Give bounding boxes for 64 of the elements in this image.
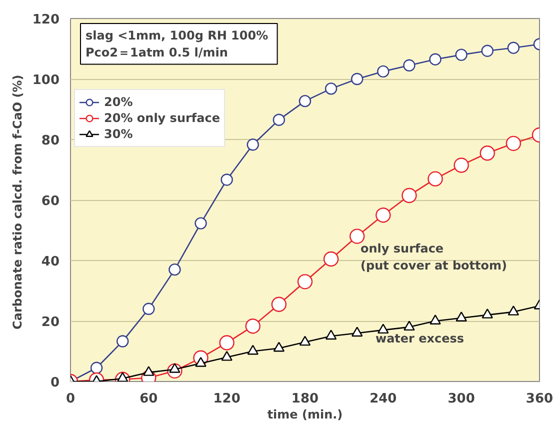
y-tick-label: 60 [41, 194, 60, 209]
annotation: slag <1mm, 100g RH 100% Pco2＝1atm 0.5 l/min [86, 28, 268, 60]
point [324, 82, 338, 95]
point [298, 94, 312, 108]
point [350, 228, 365, 244]
point [507, 42, 520, 54]
point [376, 208, 391, 223]
x-tick-label: 0 [66, 392, 76, 406]
point [194, 217, 207, 230]
point [245, 318, 260, 334]
point [506, 136, 522, 152]
legend-label: 20% [104, 94, 133, 110]
x-tick-label: 360 [526, 392, 553, 406]
point [429, 53, 442, 66]
point [402, 188, 417, 204]
point [323, 251, 339, 267]
x-tick-label: 60 [140, 392, 158, 406]
legend-label: 30% [104, 126, 133, 142]
point [456, 312, 467, 322]
point [325, 330, 337, 340]
point [430, 314, 441, 324]
point [480, 146, 495, 161]
point [90, 362, 103, 374]
point [352, 326, 363, 337]
x-tick-label: 180 [291, 392, 319, 406]
y-tick-label: 20 [41, 315, 60, 330]
point [404, 320, 415, 331]
y-tick-label: 120 [32, 12, 60, 28]
point [455, 48, 468, 61]
point [482, 308, 493, 318]
y-tick-label: 0 [50, 376, 60, 390]
point [219, 335, 234, 350]
point [454, 158, 469, 173]
point [297, 274, 313, 290]
x-axis-title: time (min.) [267, 408, 343, 422]
y-tick-label: 80 [41, 134, 60, 148]
y-axis-title: Carbonate ratio calcd. from f-CaO (%) [10, 74, 24, 330]
point [168, 263, 181, 276]
point [246, 138, 259, 151]
point [116, 335, 129, 348]
point [272, 114, 286, 126]
point [247, 344, 258, 355]
point [508, 306, 520, 316]
y-tick-label: 40 [41, 254, 60, 270]
point [481, 44, 494, 57]
point [220, 174, 233, 186]
annotation: water excess [376, 332, 464, 346]
x-tick-label: 120 [213, 392, 240, 406]
point [403, 59, 416, 72]
point [142, 302, 155, 315]
annotation: only surface (put cover at bottom) [360, 242, 507, 272]
point [378, 324, 389, 334]
x-tick-label: 300 [448, 392, 475, 406]
point [377, 65, 390, 78]
point [143, 366, 154, 376]
point [351, 72, 364, 86]
x-tick-label: 240 [370, 392, 397, 406]
point [271, 296, 287, 312]
point [299, 336, 311, 346]
point [273, 342, 285, 352]
point [428, 171, 443, 186]
y-tick-label: 100 [32, 73, 60, 88]
point [221, 350, 232, 361]
legend-label: 20% only surface [104, 110, 220, 126]
